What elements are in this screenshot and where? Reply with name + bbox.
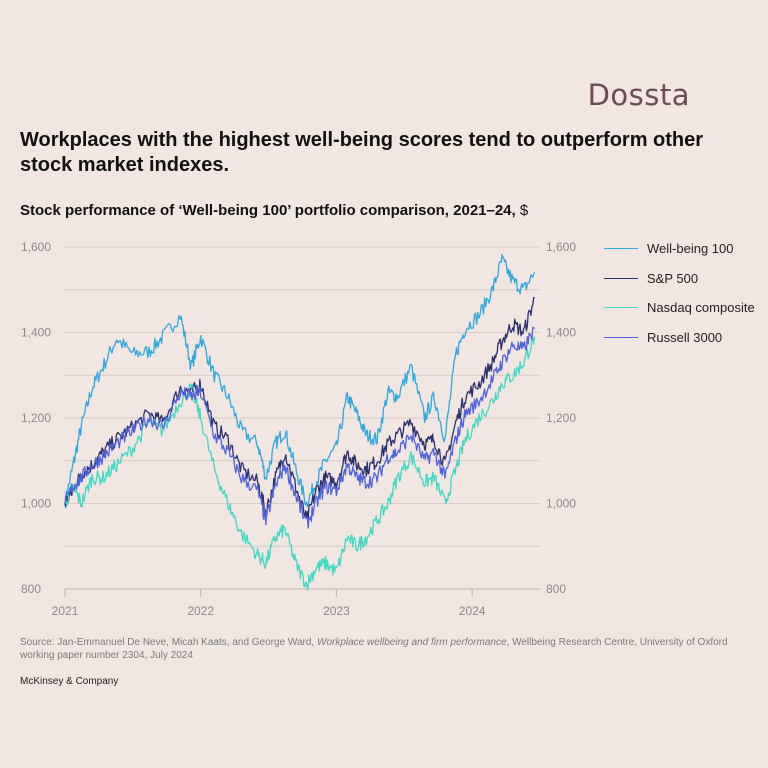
legend-swatch	[604, 277, 638, 279]
y-tick-label-right: 1,400	[546, 326, 576, 340]
headline: Workplaces with the highest well-being s…	[20, 129, 704, 176]
series-line	[64, 296, 535, 521]
source-prefix: Source: Jan-Emmanuel De Neve, Micah Kaat…	[20, 637, 315, 648]
y-tick-label-left: 1,600	[21, 240, 51, 254]
legend-label: Well-being 100	[647, 241, 734, 257]
x-tick-label: 2021	[52, 604, 79, 618]
brand-logo: Dossta	[587, 78, 690, 112]
subtitle-unit: $	[519, 202, 529, 219]
series-line	[64, 253, 536, 509]
y-tick-label-left: 1,400	[21, 326, 51, 340]
legend-item: S&P 500	[604, 264, 764, 294]
legend-label: Nasdaq composite	[647, 300, 755, 316]
legend-item: Well-being 100	[604, 234, 764, 264]
chart-grid: 800 800 1,000 1,000 1,200 1,200 1,400 1,400 1,60…	[21, 240, 576, 596]
x-tick-label: 2024	[459, 604, 486, 618]
legend-swatch	[604, 307, 638, 309]
legend-swatch	[604, 248, 638, 250]
y-tick-label-right: 1,600	[546, 240, 576, 254]
chart-subtitle: Stock performance of ‘Well-being 100’ po…	[20, 202, 528, 219]
x-tick-label: 2023	[323, 604, 350, 618]
legend-item: Nasdaq composite	[604, 293, 764, 323]
x-axis: 2021 2022 2023 2024	[52, 588, 540, 618]
source-suffix: , Wellbeing Research Centre, University …	[20, 637, 728, 661]
y-tick-label-right: 800	[546, 582, 566, 596]
legend-label: Russell 3000	[647, 329, 723, 345]
y-tick-label-right: 1,000	[546, 497, 576, 511]
source-title: Workplace wellbeing and firm performance	[317, 637, 507, 648]
y-tick-label-left: 1,000	[21, 497, 51, 511]
legend-label: S&P 500	[647, 270, 699, 286]
chart-legend: Well-being 100 S&P 500 Nasdaq composite Rus…	[604, 234, 764, 352]
chart-series	[64, 253, 536, 592]
legend-swatch	[604, 336, 638, 338]
y-tick-label-right: 1,200	[546, 411, 576, 425]
y-tick-label-left: 800	[21, 582, 41, 596]
y-tick-label-left: 1,200	[21, 411, 51, 425]
line-chart: 800 800 1,000 1,000 1,200 1,200 1,400 1,400 1,60…	[21, 240, 576, 618]
legend-item: Russell 3000	[604, 323, 764, 353]
footer-credit: McKinsey & Company	[20, 676, 119, 687]
x-tick-label: 2022	[187, 604, 214, 618]
source-note: Source: Jan-Emmanuel De Neve, Micah Kaat…	[20, 636, 750, 662]
series-line	[64, 326, 535, 529]
subtitle-text: Stock performance of ‘Well-being 100’ po…	[20, 202, 516, 219]
